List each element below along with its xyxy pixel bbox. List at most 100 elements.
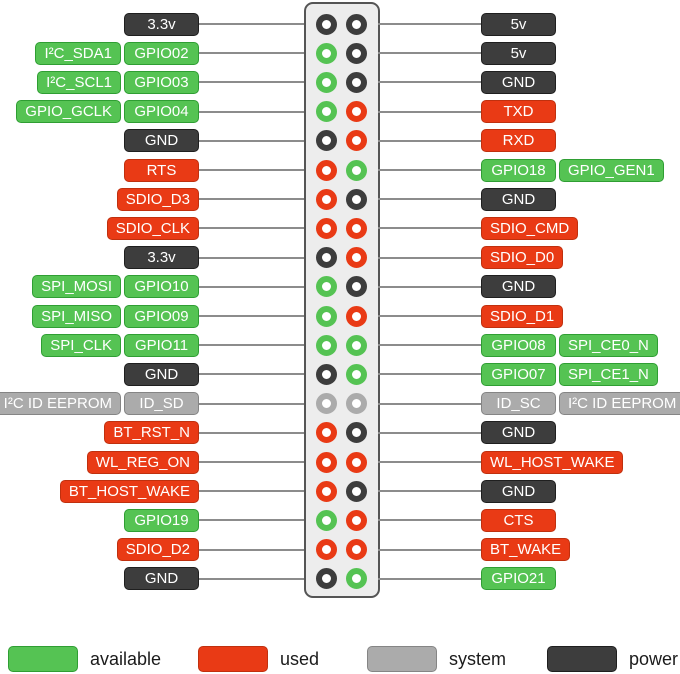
label-cell-right: RXD: [481, 126, 680, 156]
pin-circle-right-18: [345, 509, 367, 531]
connector-line-left: [196, 461, 304, 463]
legend-item-system: system: [367, 645, 506, 673]
pin-label-cts: CTS: [481, 508, 556, 532]
pin-row-20: GND GPIO21: [0, 564, 680, 594]
pin-circle-left-19: [315, 539, 337, 561]
pin-circle-left-1: [315, 13, 337, 35]
pin-row-4: GPIO_GCLK GPIO04 TXD: [0, 97, 680, 127]
pin-circle-right-6: [345, 159, 367, 181]
pin-circle-right-9: [345, 247, 367, 269]
connector-line-left: [196, 285, 304, 288]
label-cell-left: 3.3v: [0, 243, 199, 273]
pin-label-3-3v: 3.3v: [124, 246, 199, 270]
pin-label-wl-reg-on: WL_REG_ON: [86, 450, 199, 474]
pin-row-3: I²C_SCL1 GPIO03 GND: [0, 67, 680, 97]
label-cell-right: CTS: [481, 505, 680, 535]
pin-label-i-c-sda1: I²C_SDA1: [35, 41, 121, 65]
connector-line-left: [196, 198, 304, 201]
pin-circle-right-16: [345, 451, 367, 473]
pin-label-gpio19: GPIO19: [124, 508, 199, 532]
connector-line-left: [196, 548, 304, 551]
pin-circle-right-2: [345, 42, 367, 64]
pin-label-spi-ce1-n: SPI_CE1_N: [559, 362, 658, 386]
legend-label-system: system: [449, 648, 507, 669]
pin-circle-left-4: [315, 101, 337, 123]
pin-circle-right-8: [345, 217, 367, 239]
connector-line-left: [196, 315, 304, 317]
pin-label-i-c-id-eeprom: I²C ID EEPROM: [0, 392, 121, 416]
pin-circle-right-3: [345, 71, 367, 93]
connector-line-right: [378, 110, 482, 113]
connector-line-right: [378, 315, 482, 317]
pin-circle-right-11: [345, 305, 367, 327]
label-cell-left: SPI_MOSI GPIO10: [0, 272, 199, 302]
pin-row-14: I²C ID EEPROM ID_SD ID_SC I²C ID EEPROM: [0, 389, 680, 419]
label-cell-left: RTS: [0, 155, 199, 185]
pin-label-gpio09: GPIO09: [124, 304, 199, 328]
label-cell-right: GND: [481, 476, 680, 506]
pin-circle-right-17: [345, 480, 367, 502]
connector-line-right: [378, 169, 482, 171]
label-cell-right: BT_WAKE: [481, 535, 680, 565]
pin-circle-left-15: [315, 422, 337, 444]
pin-label-gnd: GND: [481, 70, 556, 94]
pin-row-8: SDIO_CLK SDIO_CMD: [0, 213, 680, 243]
pin-circle-right-13: [345, 363, 367, 385]
label-cell-right: 5v: [481, 38, 680, 68]
connector-line-right: [378, 227, 482, 230]
legend-item-power: power: [547, 645, 678, 673]
pin-label-i-c-scl1: I²C_SCL1: [37, 70, 121, 94]
legend-label-available: available: [90, 648, 162, 669]
label-cell-left: I²C ID EEPROM ID_SD: [0, 389, 199, 419]
pin-row-1: 3.3v 5v: [0, 9, 680, 39]
pin-row-17: BT_HOST_WAKE GND: [0, 476, 680, 506]
pin-row-5: GND RXD: [0, 126, 680, 156]
pin-label-sdio-cmd: SDIO_CMD: [481, 216, 579, 240]
pin-label-gpio11: GPIO11: [124, 333, 199, 357]
legend-label-power: power: [629, 648, 679, 669]
pin-label-sdio-d0: SDIO_D0: [481, 246, 564, 270]
pin-circle-right-4: [345, 101, 367, 123]
connector-line-left: [196, 577, 304, 580]
header-strip: [304, 2, 380, 598]
pin-circle-left-11: [315, 305, 337, 327]
label-cell-left: SDIO_CLK: [0, 213, 199, 243]
label-cell-right: GND: [481, 418, 680, 448]
connector-line-left: [196, 431, 304, 434]
connector-line-left: [196, 256, 304, 259]
pin-circle-left-5: [315, 130, 337, 152]
pin-row-12: SPI_CLK GPIO11 GPIO08 SPI_CE0_N: [0, 330, 680, 360]
pin-circle-left-14: [315, 393, 337, 415]
pin-row-16: WL_REG_ON WL_HOST_WAKE: [0, 447, 680, 477]
connector-line-right: [378, 402, 482, 405]
pin-label-gpio03: GPIO03: [124, 70, 199, 94]
label-cell-left: GPIO19: [0, 505, 199, 535]
label-cell-left: SPI_MISO GPIO09: [0, 301, 199, 331]
connector-line-right: [378, 548, 482, 551]
connector-line-right: [378, 461, 482, 463]
connector-line-right: [378, 431, 482, 434]
pin-label-bt-host-wake: BT_HOST_WAKE: [59, 479, 199, 503]
pin-label-5v: 5v: [481, 41, 556, 65]
pin-circle-right-7: [345, 188, 367, 210]
pin-label-bt-rst-n: BT_RST_N: [104, 421, 199, 445]
pin-label-spi-clk: SPI_CLK: [41, 333, 121, 357]
pin-row-15: BT_RST_N GND: [0, 418, 680, 448]
label-cell-left: GND: [0, 564, 199, 594]
pin-row-11: SPI_MISO GPIO09 SDIO_D1: [0, 301, 680, 331]
pin-label-gnd: GND: [481, 479, 556, 503]
connector-line-right: [378, 256, 482, 259]
pin-label-gpio18: GPIO18: [481, 158, 556, 182]
label-cell-left: 3.3v: [0, 9, 199, 39]
pin-label-gpio04: GPIO04: [124, 100, 199, 124]
label-cell-left: I²C_SCL1 GPIO03: [0, 67, 199, 97]
label-cell-right: WL_HOST_WAKE: [481, 447, 680, 477]
label-cell-right: SDIO_D0: [481, 243, 680, 273]
pin-circle-right-5: [345, 130, 367, 152]
pin-row-18: GPIO19 CTS: [0, 505, 680, 535]
pin-circle-left-16: [315, 451, 337, 473]
connector-line-left: [196, 402, 304, 405]
pin-label-gpio-gen1: GPIO_GEN1: [559, 158, 664, 182]
pin-circle-right-10: [345, 276, 367, 298]
